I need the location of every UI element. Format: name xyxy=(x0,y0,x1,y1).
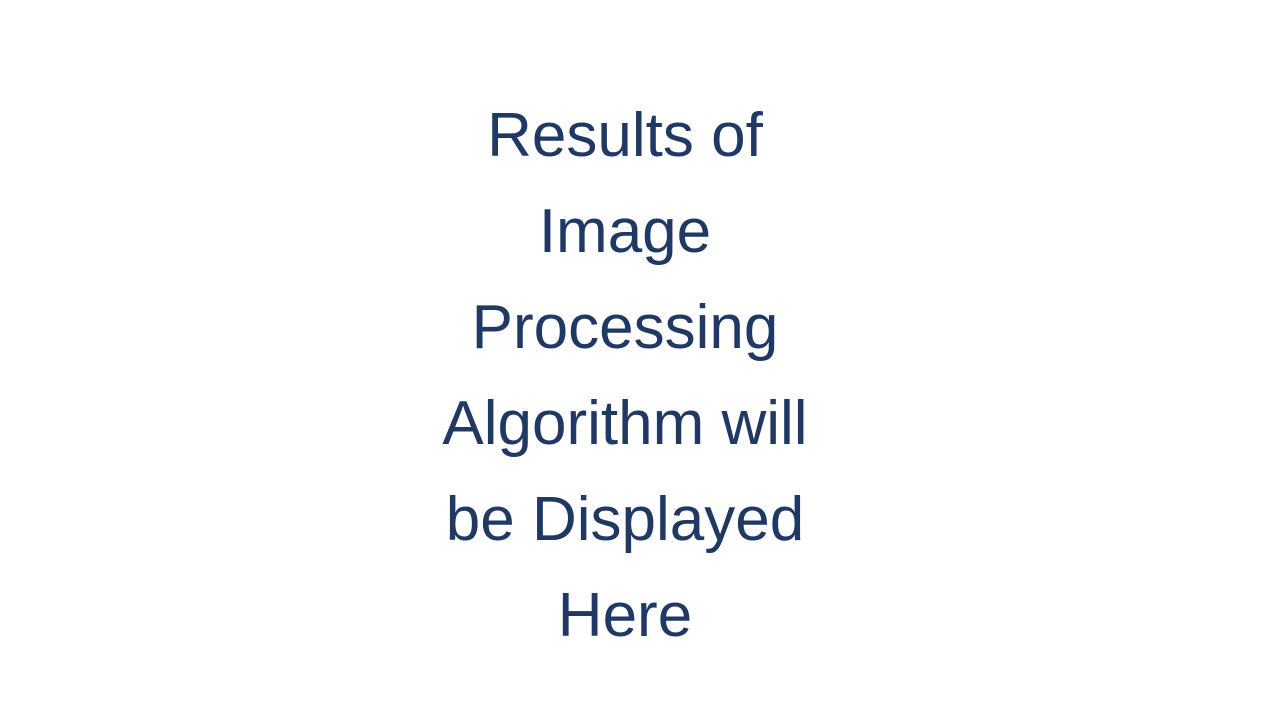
message-line: Results of xyxy=(487,101,763,170)
message-line: Processing xyxy=(471,293,779,362)
message-line: Image xyxy=(538,197,712,266)
message-line: Algorithm will xyxy=(442,389,808,458)
results-placeholder-message: Results of Image Processing Algorithm wi… xyxy=(0,88,1250,664)
message-line: Here xyxy=(557,581,693,650)
message-line: be Displayed xyxy=(445,485,805,554)
